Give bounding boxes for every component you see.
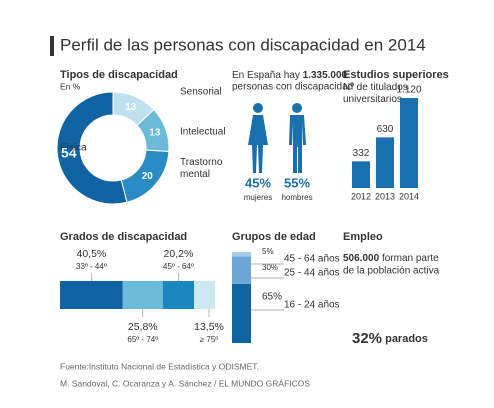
woman-icon <box>248 103 268 173</box>
women-label: mujeres <box>244 193 272 202</box>
women-value: 45% <box>245 175 271 190</box>
population-line1: En España hay 1.335.000 <box>232 70 348 81</box>
segment-label: 45 - 64 años <box>284 254 340 265</box>
segment-label: 65º - 74º <box>127 335 158 344</box>
bar-segment <box>60 281 123 309</box>
slice-value: 13 <box>149 128 161 139</box>
slice-label: Física <box>60 143 87 154</box>
employment-text: forman parte <box>382 253 439 264</box>
employment-line2: de la población activa <box>343 266 440 277</box>
slice-label-box: Trastorno mental <box>180 157 223 180</box>
employment-stat-line: 32% parados <box>352 330 428 347</box>
segment-value: 20,2% <box>164 248 194 260</box>
bar-segment <box>232 252 251 257</box>
segment-value: 65% <box>262 292 282 303</box>
man-icon <box>289 103 306 173</box>
men-label: hombres <box>281 193 312 202</box>
title-marker <box>50 36 54 56</box>
slice-label: Intelectual <box>180 127 226 138</box>
chart-title: Tipos de discapacidad <box>60 69 178 81</box>
slice-value: 20 <box>142 171 154 182</box>
segment-label: 16 - 24 años <box>284 300 340 311</box>
slice-label: Trastorno mental <box>180 157 223 180</box>
population-line2: personas con discapacidad <box>232 82 353 93</box>
bar-segment <box>122 281 163 309</box>
bar-value: 630 <box>377 124 394 135</box>
x-tick-label: 2012 <box>351 191 371 201</box>
employment-line1: 506.000 forman parte <box>343 253 439 264</box>
x-tick-label: 2013 <box>375 191 395 201</box>
employment-title: Empleo <box>343 231 383 243</box>
bar-value: 1.120 <box>396 85 421 96</box>
credits: M. Sandoval, C. Ocaranza y A. Sánchez / … <box>60 378 310 388</box>
chart-subtitle: Nº de titulados universitarios <box>343 82 408 105</box>
population-prefix: En España hay <box>232 70 300 81</box>
chart-title: Estudios superiores <box>343 69 449 81</box>
population-number: 1.335.000 <box>303 70 348 81</box>
slice-value: 54 <box>61 144 77 160</box>
segment-label: ≥ 75º <box>200 335 219 344</box>
bar-segment <box>194 281 215 309</box>
slice-value: 13 <box>125 102 137 113</box>
chart-subtitle: En % <box>60 81 81 91</box>
chart-subtitle-box: Nº de titulados universitarios <box>343 82 408 105</box>
segment-value: 13,5% <box>194 321 224 333</box>
slice-label: Sensorial <box>180 87 222 98</box>
donut-slice <box>56 91 128 205</box>
employment-number: 506.000 <box>343 253 380 264</box>
bar-value: 332 <box>353 148 370 159</box>
employment-stat: 32% <box>352 330 382 347</box>
bar-segment <box>232 283 251 343</box>
employment-stat-label: parados <box>385 333 428 345</box>
segment-value: 30% <box>262 263 278 272</box>
segment-label: 25 - 44 años <box>284 268 340 279</box>
bar <box>400 98 418 188</box>
segment-value: 5% <box>262 247 274 256</box>
x-tick-label: 2014 <box>399 191 419 201</box>
chart-title: Grados de discapacidad <box>60 231 187 243</box>
men-value: 55% <box>284 175 310 190</box>
title: Perfil de las personas con discapacidad … <box>60 35 426 54</box>
bar-segment <box>162 281 195 309</box>
segment-label: 33º - 44º <box>76 262 107 271</box>
source: Fuente:Instituto Nacional de Estadística… <box>60 361 259 371</box>
bar <box>376 137 394 188</box>
segment-value: 40,5% <box>76 248 106 260</box>
bar-segment <box>232 256 251 284</box>
segment-value: 25,8% <box>128 321 158 333</box>
chart-title: Grupos de edad <box>232 231 316 243</box>
segment-label: 45º - 64º <box>163 262 194 271</box>
bar <box>352 161 370 188</box>
